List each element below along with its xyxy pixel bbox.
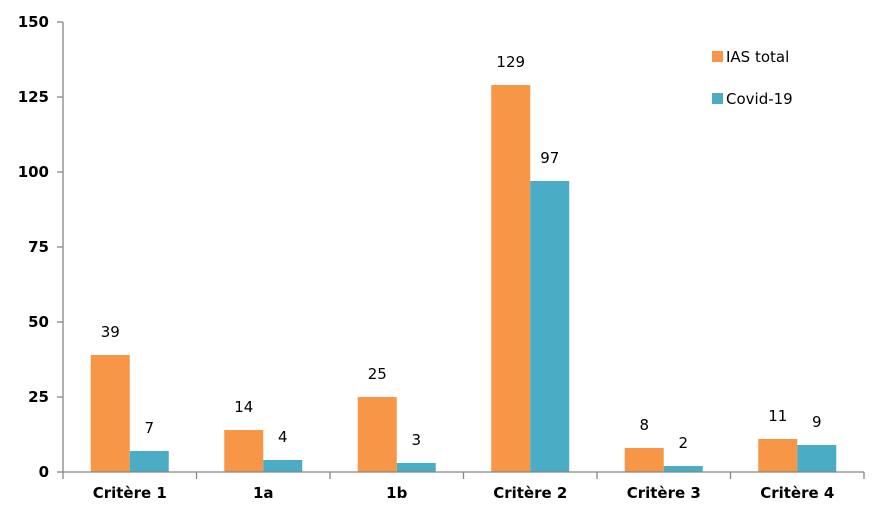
data-label: 4 [278, 428, 288, 446]
x-tick-label: Critère 1 [93, 484, 167, 502]
x-tick-label: 1b [386, 484, 407, 502]
bar-ias-total-1 [224, 430, 264, 472]
bar-ias-total-5 [758, 439, 798, 472]
x-tick-label: Critère 4 [760, 484, 834, 502]
data-label: 39 [101, 323, 120, 341]
bar-covid-19-5 [797, 445, 837, 472]
data-label: 3 [411, 431, 421, 449]
bar-ias-total-4 [624, 448, 664, 472]
data-labels: 39 14 25 129 8 11 7 4 3 97 2 9 [101, 53, 822, 452]
data-label: 7 [144, 419, 154, 437]
bar-covid-19-2 [396, 463, 436, 472]
y-tick-label: 125 [18, 88, 49, 106]
y-tick-label: 50 [28, 313, 49, 331]
data-label: 11 [768, 407, 787, 425]
legend-label: Covid-19 [726, 90, 793, 108]
legend-label: IAS total [726, 48, 789, 66]
axes [62, 22, 864, 473]
bar-covid-19-4 [663, 466, 703, 472]
x-tick-label: Critère 2 [493, 484, 567, 502]
bar-covid-19-1 [263, 460, 303, 472]
data-label: 8 [639, 416, 649, 434]
y-axis-ticks: 0 25 50 75 100 125 150 [18, 13, 63, 481]
x-tick-label: 1a [253, 484, 274, 502]
y-tick-label: 75 [28, 238, 49, 256]
data-label: 9 [812, 413, 822, 431]
bar-covid-19-3 [530, 181, 570, 472]
legend-swatch [712, 51, 723, 62]
x-axis-ticks: Critère 1 1a 1b Critère 2 Critère 3 Critère 4 [62, 472, 865, 502]
legend: IAS total Covid-19 [712, 48, 793, 108]
bar-ias-total-2 [357, 397, 397, 472]
bar-ias-total-3 [491, 85, 531, 472]
data-label: 129 [496, 53, 525, 71]
data-label: 25 [368, 365, 387, 383]
y-tick-label: 100 [18, 163, 49, 181]
bar-covid-19-0 [129, 451, 169, 472]
bars [90, 85, 837, 472]
y-tick-label: 0 [39, 463, 49, 481]
data-label: 14 [234, 398, 253, 416]
legend-swatch [712, 93, 723, 104]
x-tick-label: Critère 3 [627, 484, 701, 502]
data-label: 97 [540, 149, 559, 167]
bar-ias-total-0 [90, 355, 130, 472]
data-label: 2 [678, 434, 688, 452]
y-tick-label: 25 [28, 388, 49, 406]
y-tick-label: 150 [18, 13, 49, 31]
